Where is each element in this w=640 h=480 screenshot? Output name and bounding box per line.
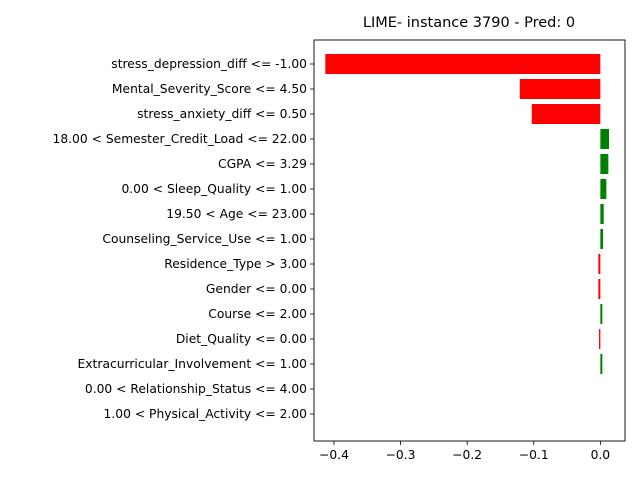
y-tick-label: Residence_Type > 3.00 [164, 257, 307, 271]
x-ticks: −0.4 −0.3 −0.2 −0.1 0.0 [319, 441, 610, 462]
y-tick-label: 18.00 < Semester_Credit_Load <= 22.00 [53, 132, 308, 146]
bar-1 [519, 79, 601, 99]
bar-5 [600, 179, 607, 199]
bar-8 [598, 254, 601, 274]
y-tick-label: Course <= 2.00 [208, 307, 307, 321]
y-tick-label: Diet_Quality <= 0.00 [176, 332, 307, 346]
y-tick-label: 1.00 < Physical_Activity <= 2.00 [104, 407, 307, 421]
bar-7 [600, 229, 604, 249]
bar-3 [600, 129, 610, 149]
y-tick-label: CGPA <= 3.29 [218, 157, 307, 171]
chart-title: LIME- instance 3790 - Pred: 0 [363, 15, 575, 31]
y-tick-label: 0.00 < Sleep_Quality <= 1.00 [121, 182, 307, 196]
y-tick-label: Counseling_Service_Use <= 1.00 [102, 232, 307, 246]
x-tick-label: −0.4 [319, 448, 349, 462]
plot-frame [313, 39, 626, 442]
bar-2 [531, 104, 601, 124]
y-tick-label: 19.50 < Age <= 23.00 [166, 207, 307, 221]
bar-11 [599, 329, 601, 349]
bars-group [325, 54, 610, 374]
bar-4 [600, 154, 609, 174]
x-tick-label: −0.1 [519, 448, 549, 462]
y-tick-label: Gender <= 0.00 [206, 282, 307, 296]
bar-10 [600, 304, 603, 324]
bar-0 [325, 54, 601, 74]
y-tick-label: stress_anxiety_diff <= 0.50 [137, 107, 307, 121]
y-tick-label: Mental_Severity_Score <= 4.50 [112, 82, 307, 96]
y-tick-label: stress_depression_diff <= -1.00 [111, 57, 307, 71]
x-tick-label: −0.2 [452, 448, 482, 462]
y-tick-labels: stress_depression_diff <= -1.00 Mental_Se… [53, 57, 314, 421]
bar-6 [600, 204, 604, 224]
x-tick-label: 0.0 [591, 448, 611, 462]
x-tick-label: −0.3 [386, 448, 416, 462]
bar-9 [598, 279, 601, 299]
y-tick-label: 0.00 < Relationship_Status <= 4.00 [85, 382, 307, 396]
y-tick-label: Extracurricular_Involvement <= 1.00 [78, 357, 307, 371]
bar-12 [600, 354, 603, 374]
